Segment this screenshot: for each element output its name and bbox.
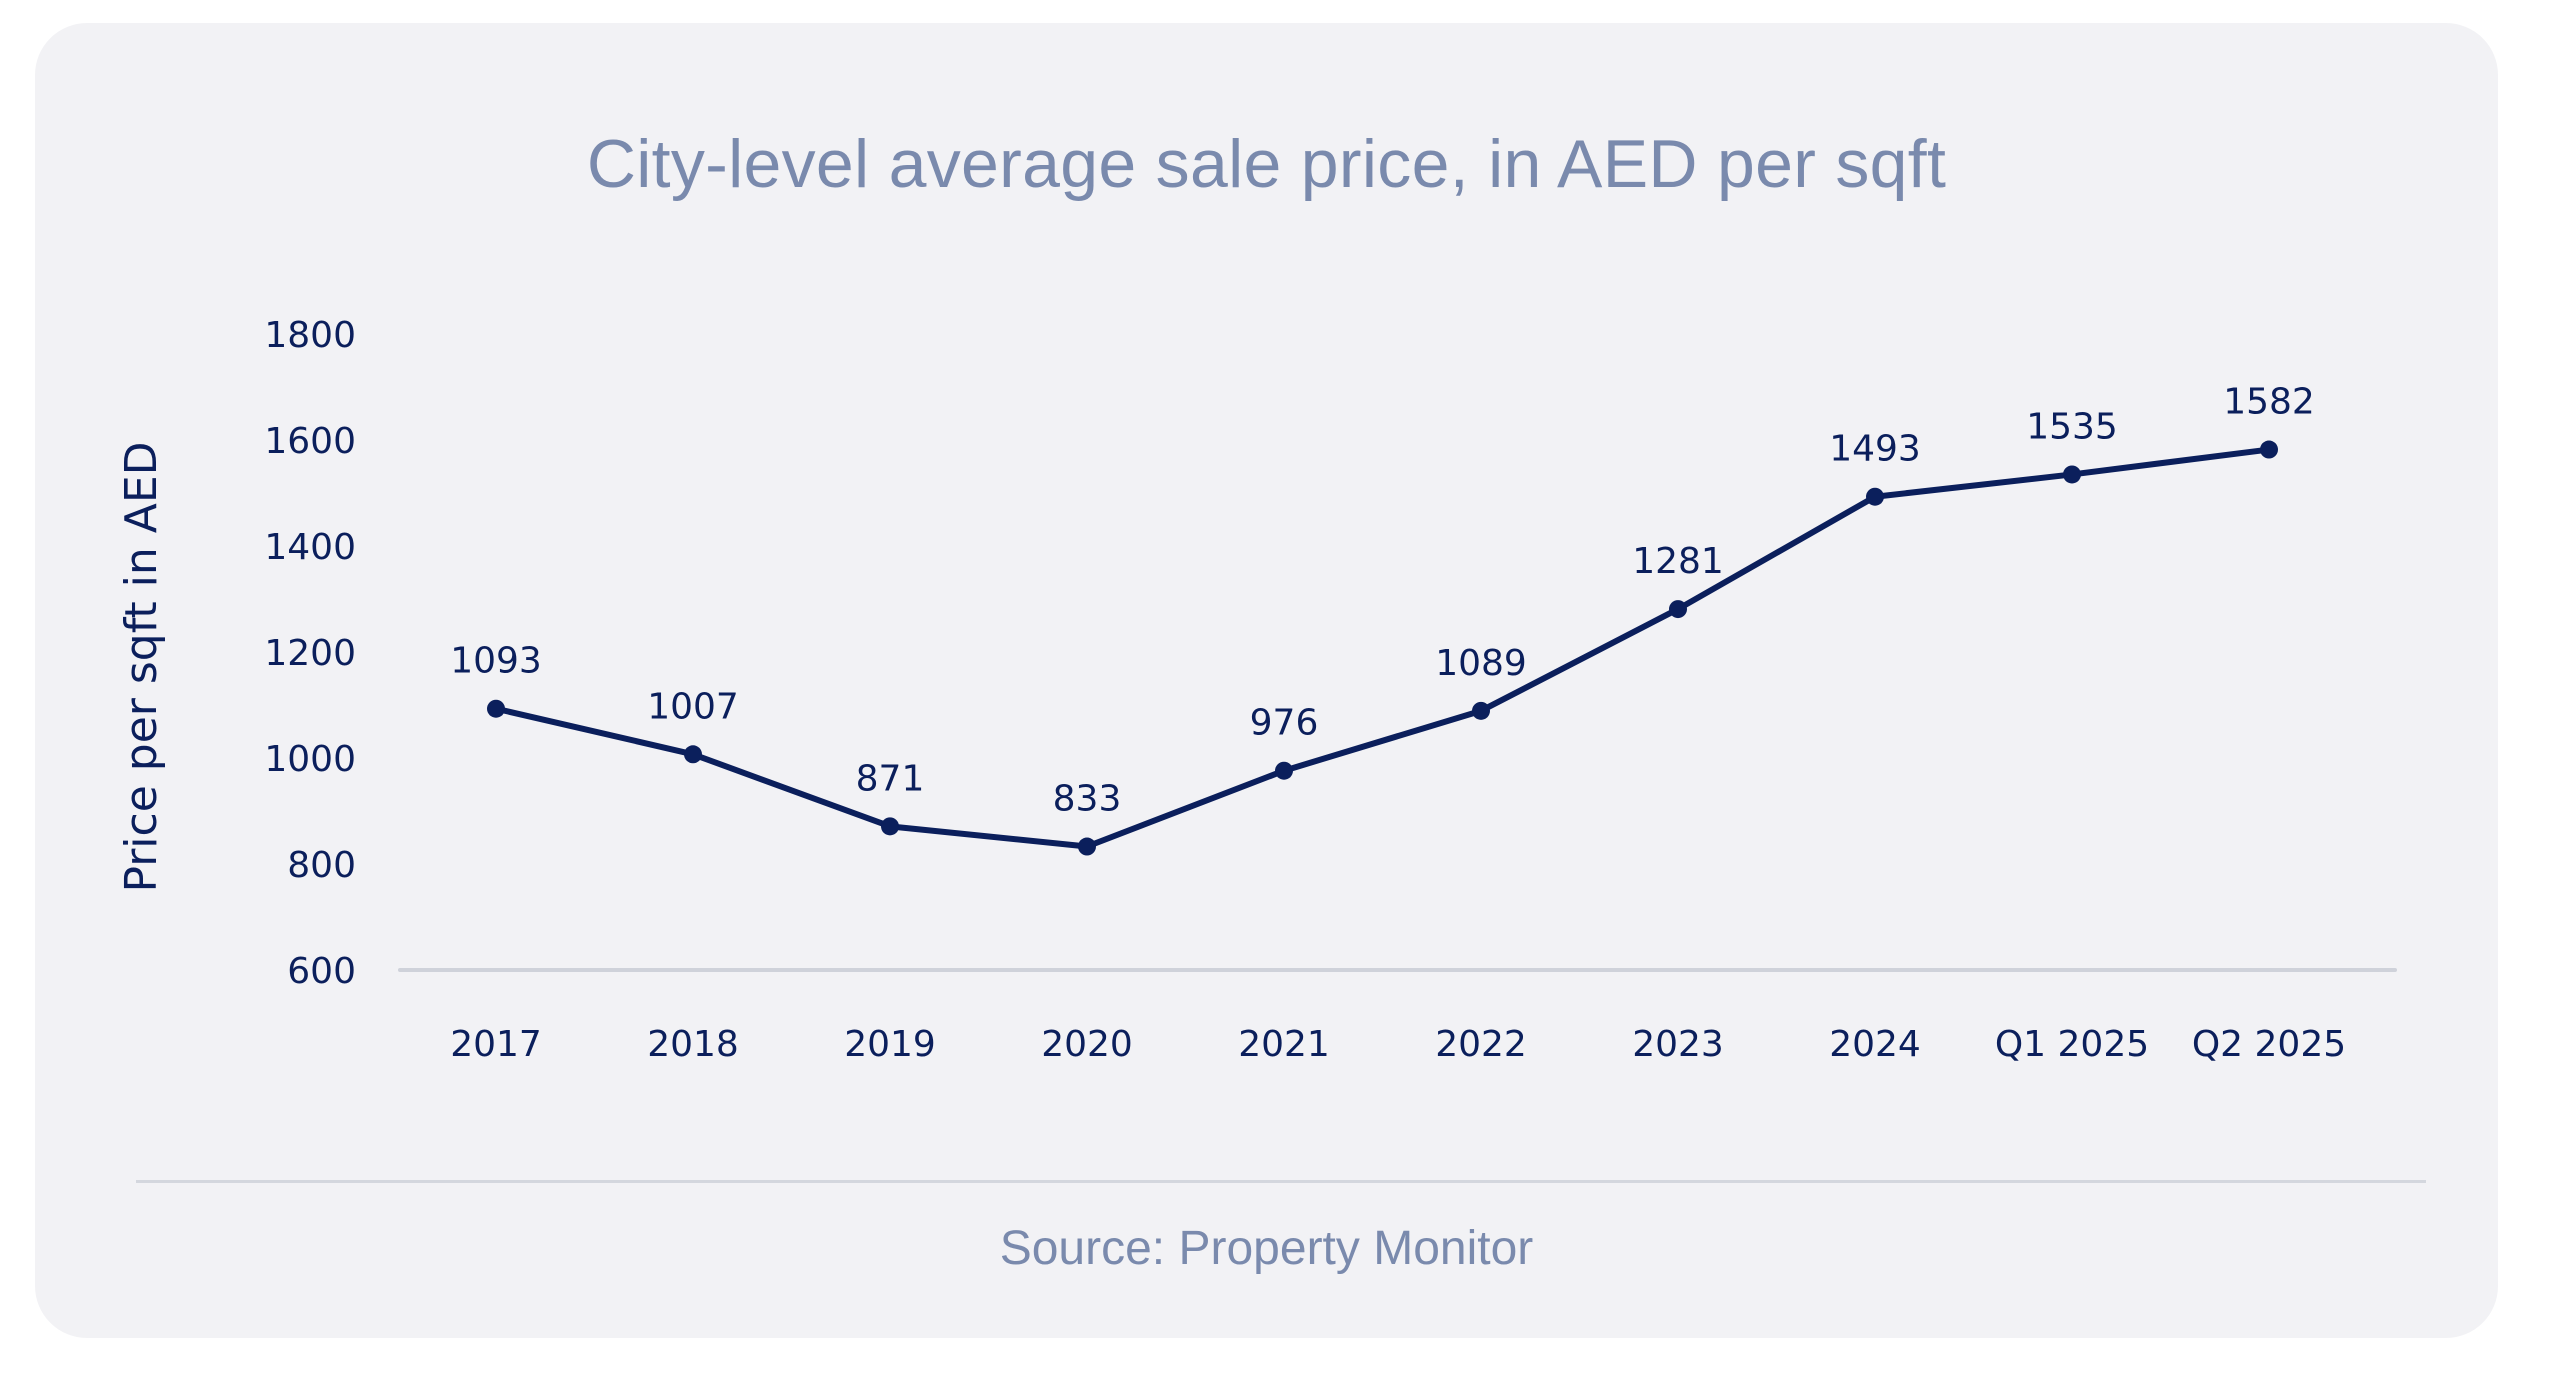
data-point [2063,465,2081,484]
y-tick-label: 1600 [264,421,356,462]
chart-title: City-level average sale price, in AED pe… [586,126,1947,202]
data-label: 1089 [1435,643,1527,684]
x-tick-label: 2021 [1238,1024,1330,1065]
source-note: Source: Property Monitor [999,1222,1534,1275]
data-label: 1281 [1632,541,1724,582]
y-tick-label: 1400 [264,527,356,568]
data-label: 976 [1250,703,1319,744]
data-label: 1007 [647,686,739,727]
x-tick-label: Q1 2025 [1995,1024,2149,1065]
data-point [1078,837,1096,856]
footer-divider [136,1180,2426,1183]
x-tick-label: 2019 [844,1024,936,1065]
x-tick-label: 2023 [1632,1024,1724,1065]
y-axis-label-group: Price per sqft in AED [116,441,167,892]
data-point [1669,600,1687,619]
data-label: 1493 [1829,429,1921,470]
data-label: 1093 [450,641,542,682]
y-tick-label: 1200 [264,633,356,674]
x-tick-label: 2017 [450,1024,542,1065]
y-axis-label: Price per sqft in AED [116,441,167,892]
x-axis-ticks: 2017 2018 2019 2020 2021 2022 2023 2024 Q1 2025 Q… [450,1024,2346,1065]
data-labels: 1093 1007 871 833 976 1089 1281 1493 1535 1582 [450,382,2315,820]
x-tick-label: 2024 [1829,1024,1921,1065]
data-label: 1582 [2223,382,2315,423]
data-point [2260,440,2278,459]
data-point [881,817,899,836]
data-point [1472,701,1490,720]
x-tick-label: Q2 2025 [2192,1024,2346,1065]
data-point [487,699,505,718]
data-point [684,745,702,764]
data-point [1866,487,1884,506]
x-tick-label: 2020 [1041,1024,1133,1065]
data-label: 1535 [2026,406,2118,447]
data-point [1275,761,1293,780]
y-tick-label: 1800 [264,315,356,356]
y-axis-ticks: 600 800 1000 1200 1400 1600 1800 [264,315,356,992]
y-tick-label: 1000 [264,739,356,780]
data-label: 871 [856,758,925,799]
series-line [493,446,2272,850]
y-tick-label: 600 [287,951,356,992]
data-label: 833 [1053,779,1122,820]
chart-card: City-level average sale price, in AED pe… [35,23,2498,1338]
y-tick-label: 800 [287,845,356,886]
x-tick-label: 2022 [1435,1024,1527,1065]
data-points [487,440,2278,856]
x-tick-label: 2018 [647,1024,739,1065]
